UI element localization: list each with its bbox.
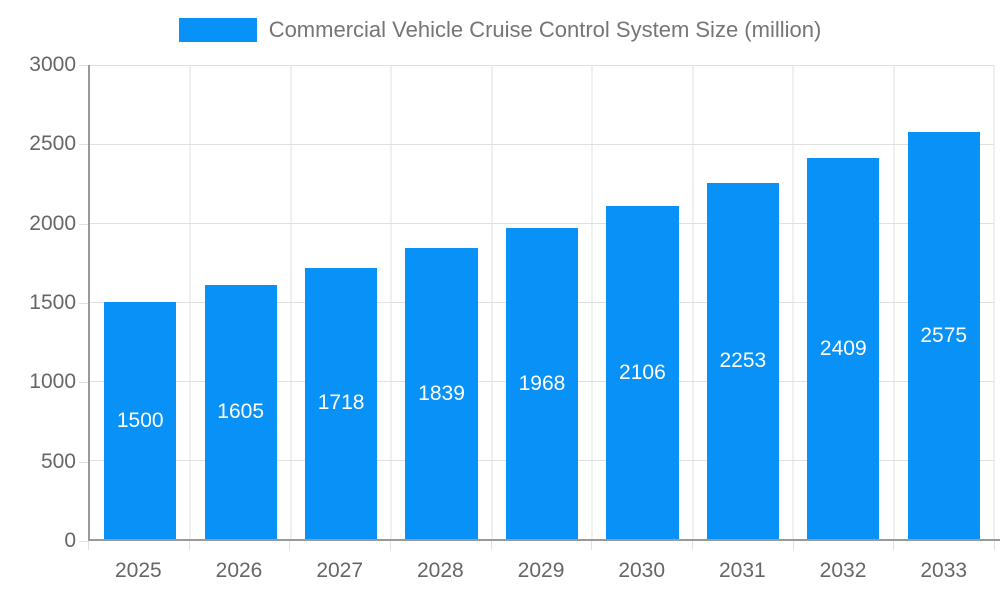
bar-value-label: 1500 [116,408,164,432]
x-tick-label-2027: 2027 [316,559,364,582]
legend-swatch-icon[interactable] [178,18,257,42]
bar-value-label: 2409 [819,336,867,360]
x-tick-mark [893,541,895,550]
x-tick-label-2026: 2026 [215,559,263,582]
x-tick-mark [692,541,693,550]
y-tick-label: 0 [64,529,76,552]
bar-value-label: 1839 [418,381,465,405]
x-tick-label-2031: 2031 [719,559,766,582]
bar-value-label: 2575 [920,323,968,347]
y-tick-mark [79,541,88,542]
y-tick-label: 500 [40,449,76,473]
bar-2031[interactable]: 2253 [706,183,779,539]
x-tick-mark [591,541,593,550]
x-tick-mark [390,541,391,550]
x-tick-label-2028: 2028 [416,559,464,582]
y-tick-mark [79,144,88,146]
y-tick-mark [79,461,88,463]
y-tick-label: 1000 [29,370,76,394]
x-tick-label-2033: 2033 [920,559,968,582]
x-tick-mark [289,541,291,550]
bar-2029[interactable]: 1968 [505,228,579,539]
bar-slot: 2253 [693,65,793,539]
bar-slot: 1500 [90,65,190,539]
x-axis-labels: 2025 2026 2027 2028 2029 2030 2031 2032 2033 [88,559,994,583]
y-tick-label: 2500 [29,132,76,156]
x-tick-label-2025: 2025 [114,559,162,582]
legend-series-label: Commercial Vehicle Cruise Control System… [268,17,822,42]
bar-value-label: 1605 [217,400,265,424]
bar-2028[interactable]: 1839 [405,248,478,539]
bar-slot: 1605 [190,65,290,539]
bar-2025[interactable]: 1500 [104,302,177,539]
y-tick-mark [79,65,88,66]
y-tick-mark [79,303,88,304]
bar-2030[interactable]: 2106 [606,206,679,539]
chart-legend[interactable]: Commercial Vehicle Cruise Control System… [0,17,1000,43]
bar-value-label: 2106 [619,360,666,384]
x-tick-label-2029: 2029 [517,559,565,582]
x-tick-mark [994,541,995,550]
bar-value-label: 1718 [317,391,365,415]
y-tick-mark [79,223,88,225]
bar-slot: 1718 [291,65,391,539]
x-tick-mark [490,541,492,550]
bar-2027[interactable]: 1718 [304,267,378,539]
bar-2026[interactable]: 1605 [204,285,277,539]
bar-value-label: 2253 [719,349,767,373]
y-tick-label: 2000 [29,211,76,235]
x-tick-mark [188,541,190,550]
bar-slot: 2409 [793,65,893,539]
bar-slot: 2575 [894,65,994,539]
x-tick-mark [792,541,794,550]
x-tick-label-2032: 2032 [819,559,867,582]
bar-slot: 1839 [391,65,491,539]
bar-2033[interactable]: 2575 [907,132,980,539]
y-tick-mark [79,382,88,384]
y-tick-label: 3000 [29,53,76,76]
bar-2032[interactable]: 2409 [807,158,880,539]
x-tick-mark [88,541,89,550]
bar-slot: 1968 [492,65,592,539]
bar-value-label: 1968 [518,371,566,395]
bars-container: 1500 1605 1718 1839 1968 2106 2253 2409 2575 [90,65,994,539]
x-axis-line-extension [994,539,1000,541]
plot-area: 1500 1605 1718 1839 1968 2106 2253 2409 2575 [88,65,995,541]
bar-slot: 2106 [592,65,692,539]
x-tick-label-2030: 2030 [618,559,666,582]
y-tick-label: 1500 [29,291,76,314]
